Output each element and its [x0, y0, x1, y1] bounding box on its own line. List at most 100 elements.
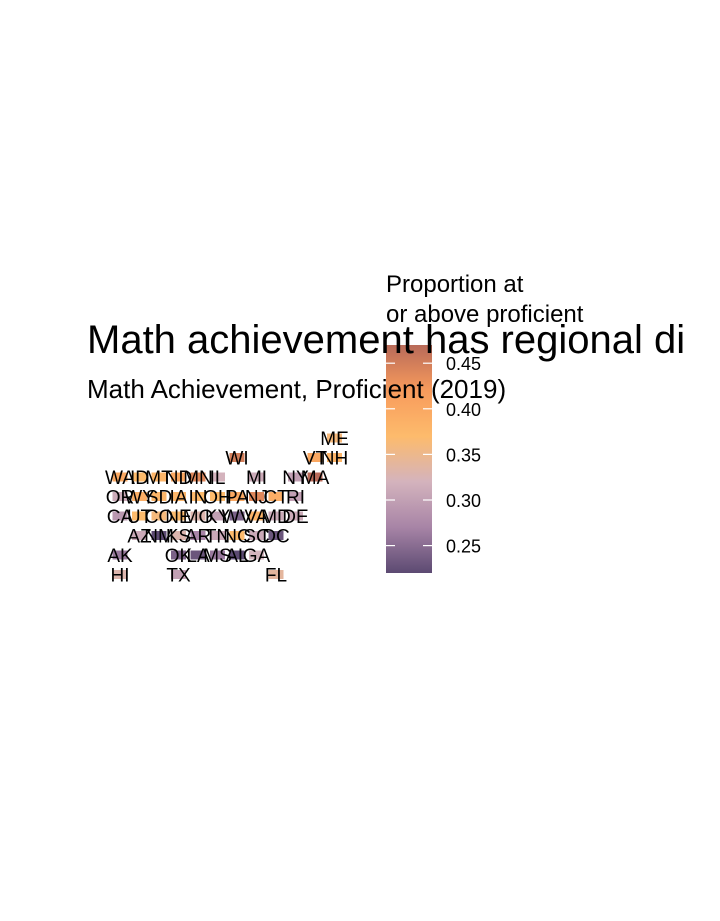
state-tile-wi: [229, 453, 245, 462]
state-label-ms: MS: [203, 546, 232, 567]
state-tile-nm: [151, 531, 167, 540]
state-label-ut: UT: [127, 507, 153, 528]
state-label-ga: GA: [243, 546, 271, 567]
state-tile-co: [151, 511, 167, 521]
state-label-mn: MN: [183, 468, 213, 489]
state-tile-la: [190, 550, 206, 560]
state-tiles: [112, 433, 342, 579]
state-tile-ne: [171, 511, 186, 521]
state-label-sc: SC: [243, 527, 269, 548]
state-label-al: AL: [225, 546, 248, 567]
state-label-ia: IA: [170, 488, 188, 509]
state-label-id: ID: [130, 468, 149, 489]
state-tile-hi: [112, 570, 128, 579]
state-tile-in: [190, 492, 206, 501]
state-tile-nc: [229, 531, 245, 540]
state-label-sd: SD: [146, 488, 172, 509]
state-tile-wa: [112, 472, 128, 482]
state-label-wa: WA: [105, 468, 135, 489]
state-tile-mn: [190, 472, 206, 482]
state-tile-va: [249, 511, 264, 521]
state-label-me: ME: [320, 429, 349, 450]
state-tile-il: [210, 472, 225, 482]
state-label-ny: NY: [282, 468, 309, 489]
state-label-wi: WI: [225, 449, 248, 470]
state-label-ne: NE: [165, 507, 191, 528]
state-tile-al: [229, 550, 245, 560]
state-tile-dc: [268, 531, 284, 540]
state-tile-nh: [327, 453, 342, 462]
state-label-tn: TN: [205, 527, 230, 548]
state-tile-pa: [229, 492, 245, 501]
state-label-ma: MA: [301, 468, 330, 489]
state-label-il: IL: [210, 468, 226, 489]
state-label-wv: WV: [222, 507, 253, 528]
state-label-az: AZ: [127, 527, 152, 548]
state-tile-vt: [307, 453, 323, 462]
state-label-ok: OK: [165, 546, 193, 567]
state-label-md: MD: [261, 507, 291, 528]
state-label-mt: MT: [145, 468, 173, 489]
state-tile-wy: [132, 492, 147, 501]
state-label-mo: MO: [183, 507, 214, 528]
state-tile-fl: [268, 570, 284, 579]
state-tile-ak: [112, 550, 128, 560]
state-label-hi: HI: [111, 566, 130, 587]
state-tile-ny: [288, 472, 303, 482]
state-tile-sc: [249, 531, 264, 540]
legend-title-line-2: or above proficient: [386, 301, 584, 328]
state-tile-ca: [112, 511, 128, 521]
state-tile-tx: [171, 570, 186, 579]
state-tile-ia: [171, 492, 186, 501]
state-tile-me: [327, 433, 342, 443]
state-label-nh: NH: [321, 449, 348, 470]
state-label-nm: NM: [144, 527, 174, 548]
state-label-wy: WY: [124, 488, 155, 509]
state-tile-id: [132, 472, 147, 482]
state-tile-sd: [151, 492, 167, 501]
state-tile-ok: [171, 550, 186, 560]
state-label-vt: VT: [303, 449, 328, 470]
state-tile-ct: [268, 492, 284, 501]
state-tile-oh: [210, 492, 225, 501]
legend-tick-label: 0.25: [446, 537, 481, 557]
state-tile-ma: [307, 472, 323, 482]
chart-subtitle: Math Achievement, Proficient (2019): [87, 374, 507, 404]
state-label-nc: NC: [223, 527, 250, 548]
legend-title-line-1: Proportion at: [386, 271, 524, 298]
state-tile-ri: [288, 492, 303, 501]
state-label-la: LA: [186, 546, 210, 567]
state-label-va: VA: [245, 507, 269, 528]
state-tile-mi: [249, 472, 264, 482]
state-tile-mt: [151, 472, 167, 482]
state-tile-ms: [210, 550, 225, 560]
state-label-ak: AK: [107, 546, 133, 567]
state-label-in: IN: [189, 488, 208, 509]
state-tile-ut: [132, 511, 147, 521]
state-tile-de: [288, 511, 303, 521]
legend-colorbar: [386, 345, 432, 573]
state-label-ar: AR: [185, 527, 211, 548]
state-tile-ar: [190, 531, 206, 540]
state-tile-ks: [171, 531, 186, 540]
state-tile-or: [112, 492, 128, 501]
state-tile-wv: [229, 511, 245, 521]
legend-title: Proportion at or above proficient: [386, 270, 583, 330]
state-tile-ga: [249, 550, 264, 560]
state-label-de: DE: [282, 507, 308, 528]
state-label-tx: TX: [166, 566, 191, 587]
state-label-ca: CA: [107, 507, 134, 528]
state-label-ks: KS: [166, 527, 191, 548]
state-label-mi: MI: [246, 468, 267, 489]
legend-tick-label: 0.40: [446, 400, 481, 420]
state-tile-md: [268, 511, 284, 521]
state-label-dc: DC: [262, 527, 289, 548]
state-label-fl: FL: [265, 566, 287, 587]
state-tile-az: [132, 531, 147, 540]
chart-title: Math achievement has regional di: [87, 318, 686, 362]
legend: 0.25 0.30 0.35 0.40 0.45: [386, 345, 481, 573]
state-label-or: OR: [106, 488, 135, 509]
